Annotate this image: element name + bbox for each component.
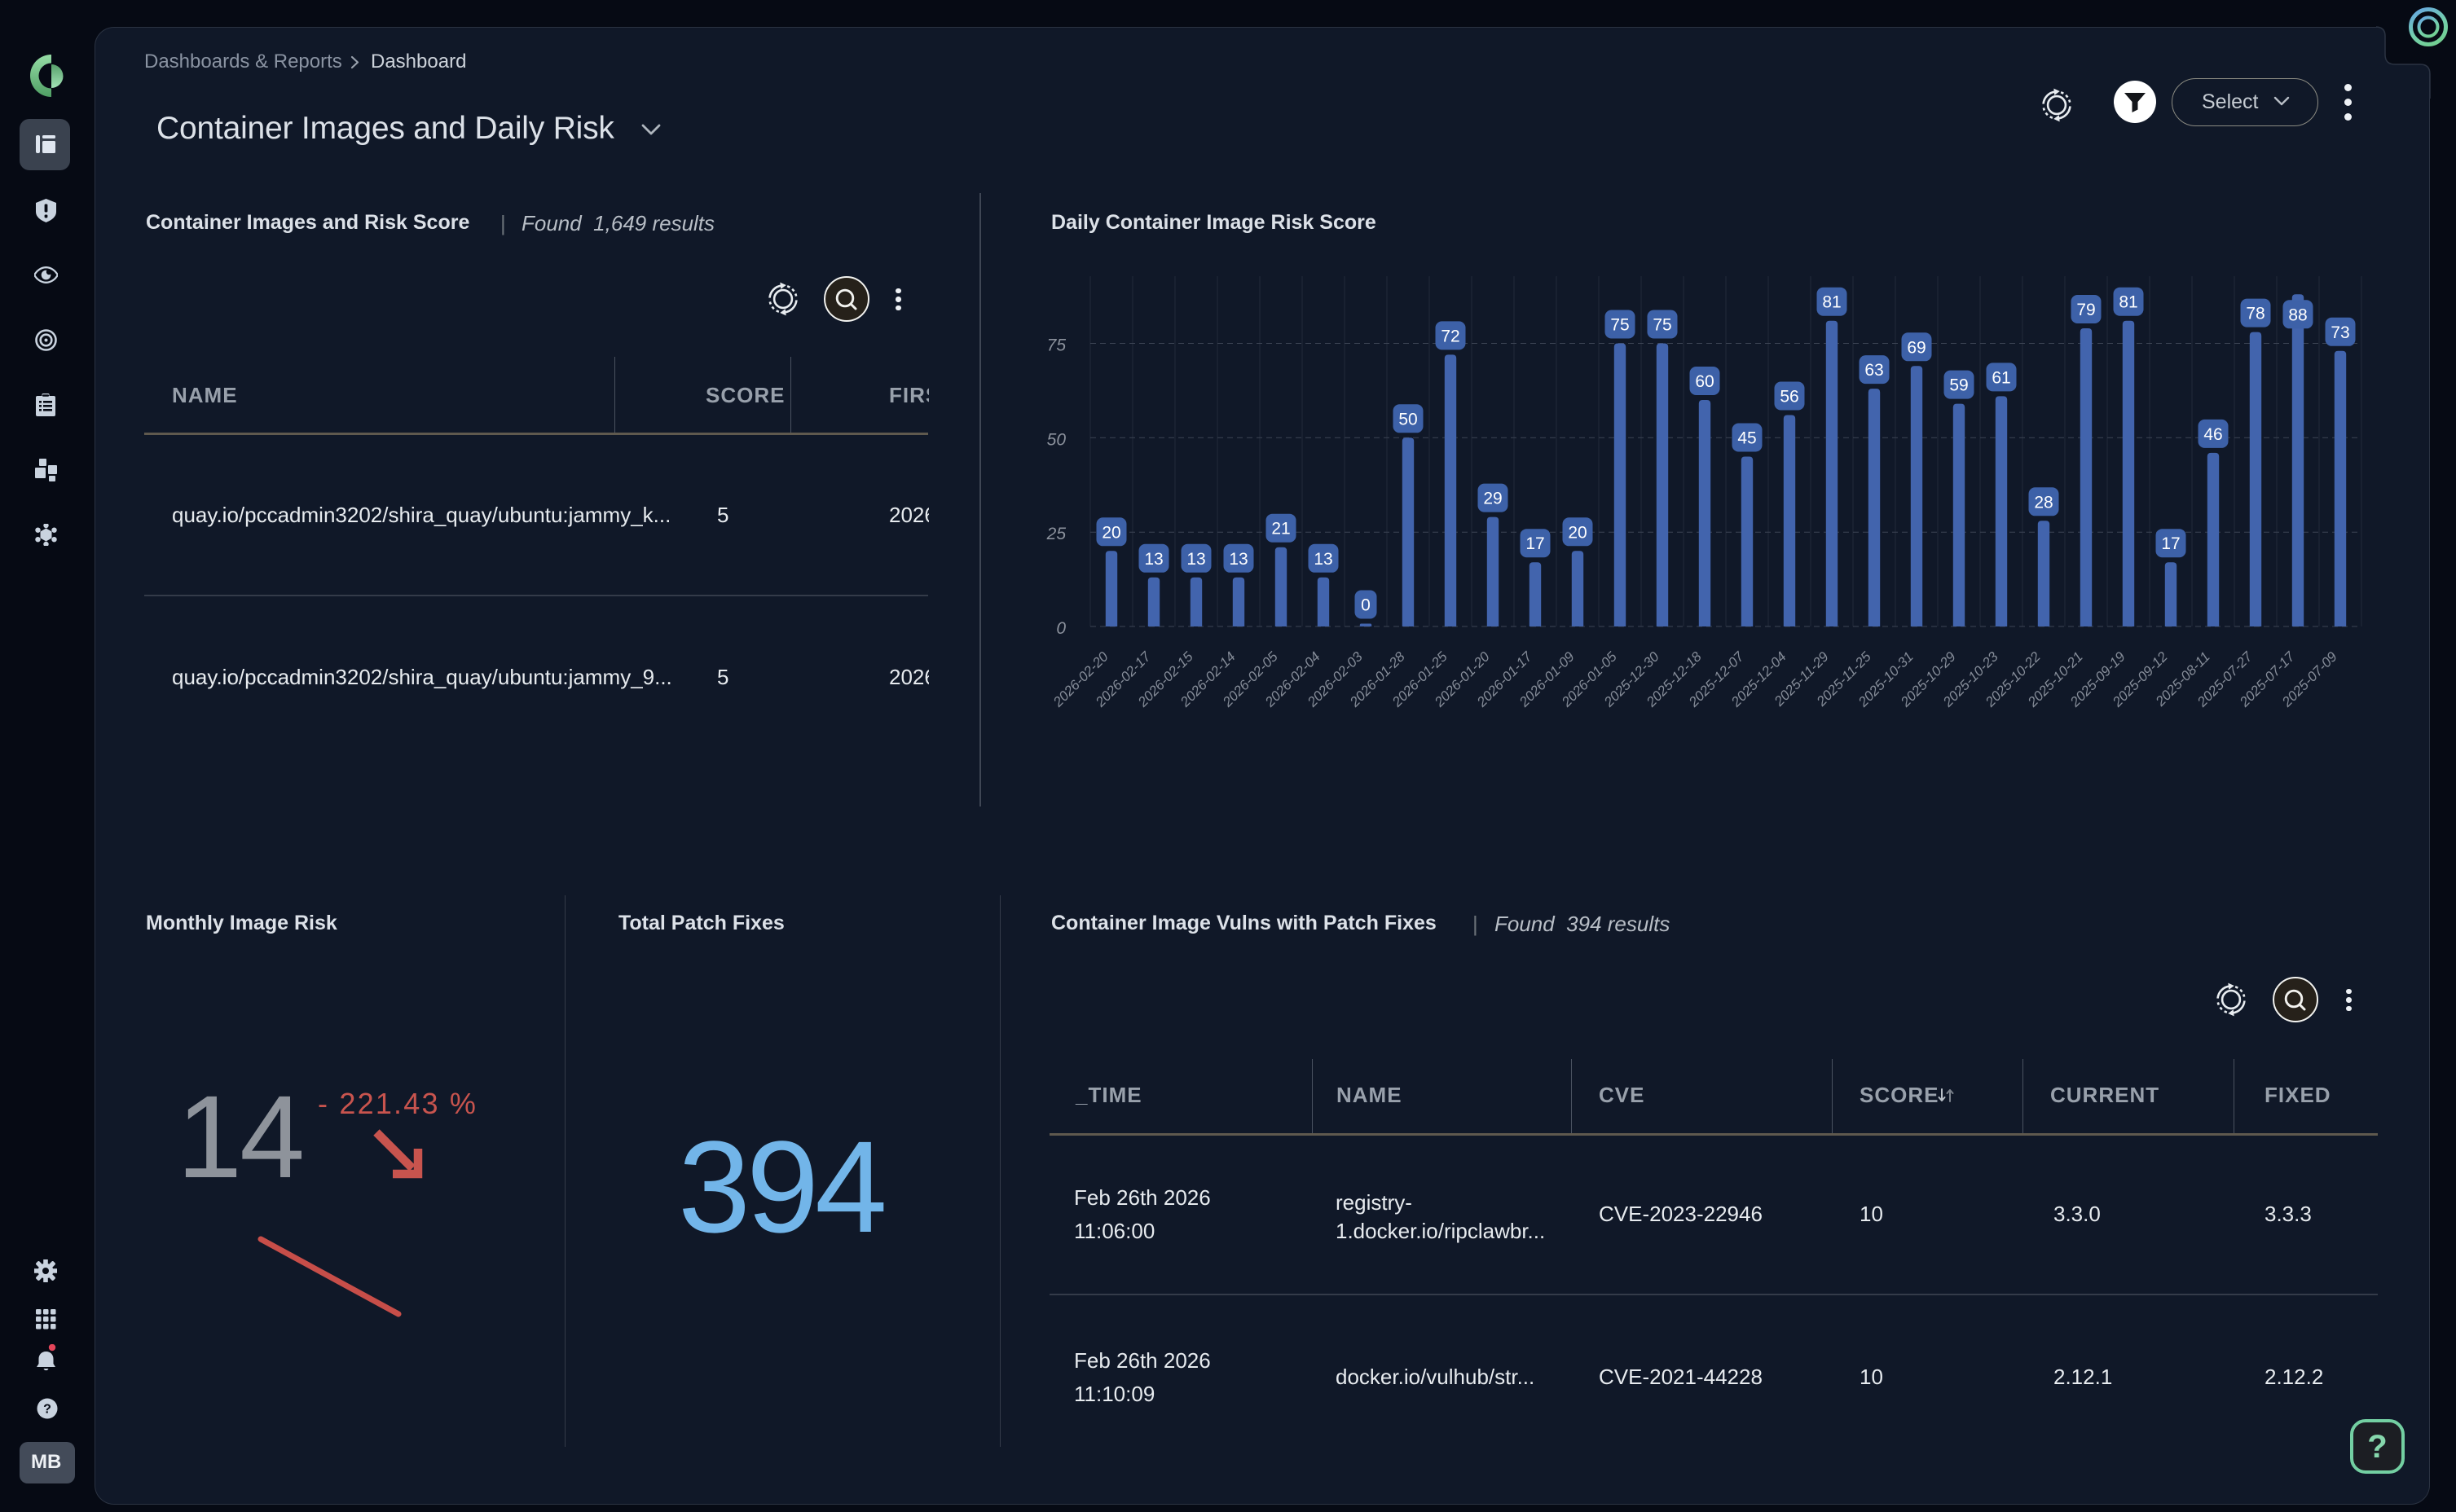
svg-text:20: 20 [1102,523,1120,542]
svg-text:75: 75 [1047,336,1067,355]
svg-text:25: 25 [1046,525,1067,543]
svg-text:13: 13 [1314,550,1332,569]
svg-text:0: 0 [1361,596,1371,615]
svg-text:45: 45 [1737,429,1756,448]
svg-text:81: 81 [1822,293,1841,312]
svg-text:63: 63 [1864,361,1883,380]
svg-text:88: 88 [2288,305,2307,324]
svg-text:56: 56 [1780,388,1798,407]
svg-text:78: 78 [2246,305,2265,323]
svg-text:20: 20 [1568,523,1587,542]
svg-text:21: 21 [1271,520,1290,538]
svg-text:?: ? [43,1403,51,1417]
svg-text:75: 75 [1653,316,1671,335]
svg-text:73: 73 [2331,323,2349,342]
svg-text:13: 13 [1144,550,1163,569]
svg-text:13: 13 [1186,550,1205,569]
svg-text:61: 61 [1992,368,2010,387]
svg-text:0: 0 [1056,619,1066,638]
svg-text:17: 17 [1525,534,1544,553]
svg-text:29: 29 [1483,490,1502,508]
svg-text:59: 59 [1949,376,1968,395]
svg-text:50: 50 [1398,410,1417,429]
svg-text:79: 79 [2076,301,2095,319]
svg-text:13: 13 [1229,550,1248,569]
svg-text:69: 69 [1907,338,1926,357]
svg-text:75: 75 [1610,316,1629,335]
svg-text:17: 17 [2161,534,2180,553]
svg-text:81: 81 [2119,293,2137,312]
svg-text:28: 28 [2034,493,2053,512]
svg-text:46: 46 [2203,425,2222,444]
svg-text:60: 60 [1695,372,1714,391]
svg-text:50: 50 [1047,430,1067,449]
svg-text:72: 72 [1441,327,1459,345]
